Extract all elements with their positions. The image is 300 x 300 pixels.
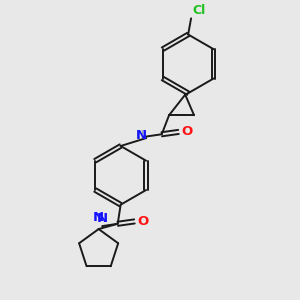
Text: H: H [136, 130, 144, 140]
Text: Cl: Cl [193, 4, 206, 17]
Text: O: O [182, 125, 193, 138]
Text: O: O [138, 215, 149, 228]
Text: N: N [97, 212, 108, 225]
Text: N: N [136, 129, 147, 142]
Text: N: N [93, 211, 104, 224]
